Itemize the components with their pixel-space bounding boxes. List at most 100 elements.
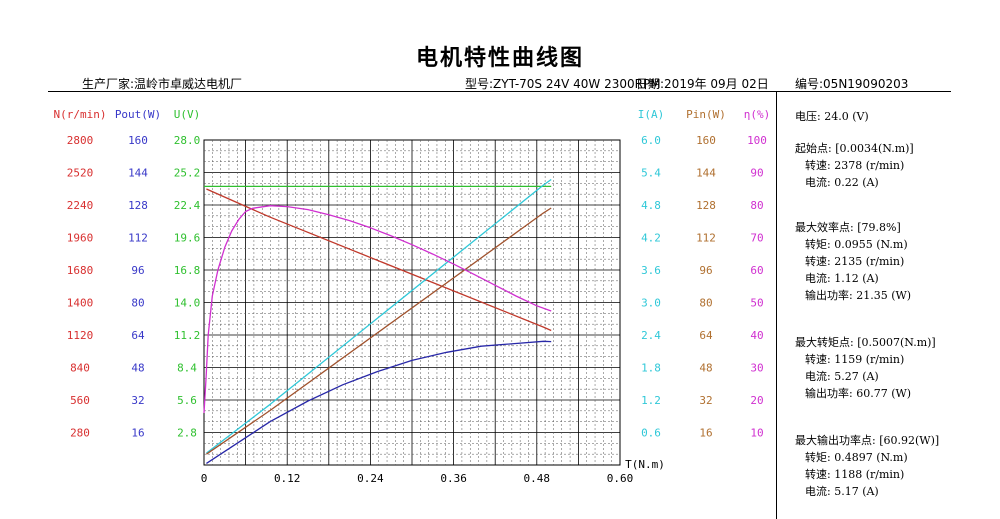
series-line-η [203, 205, 552, 414]
left-axis-tick-label: 2240 [67, 199, 94, 212]
right-axis-tick-label: 1.2 [641, 394, 661, 407]
left-axis-tick-label: 2.8 [177, 427, 197, 440]
left-axis-tick-label: 64 [131, 329, 145, 342]
max-efficiency-torque: 转矩: 0.0955 (N.m) [805, 238, 908, 251]
characteristic-chart: N(r/min)28002520224019601680140011208405… [54, 108, 771, 485]
right-axis-tick-label: 2.4 [641, 329, 661, 342]
left-axis-title: N(r/min) [54, 108, 107, 121]
right-axis-tick-label: 80 [750, 199, 763, 212]
right-axis-tick-label: 112 [696, 232, 716, 245]
right-axis-tick-label: 80 [699, 297, 712, 310]
right-axis-tick-label: 160 [696, 134, 716, 147]
x-axis-tick-label: 0.12 [274, 472, 301, 485]
left-axis-tick-label: 128 [128, 199, 148, 212]
plot-curves [203, 178, 552, 464]
left-axis-tick-label: 96 [131, 264, 144, 277]
x-axis-tick-label: 0.36 [440, 472, 467, 485]
left-axis-tick-label: 2520 [67, 167, 94, 180]
right-axis-tick-label: 3.0 [641, 297, 661, 310]
left-axis-tick-label: 280 [70, 427, 90, 440]
right-axis-tick-label: 50 [750, 297, 763, 310]
x-axis-title: T(N.m) [625, 458, 665, 471]
left-axis-tick-label: 11.2 [174, 329, 201, 342]
right-axis-tick-label: 100 [747, 134, 767, 147]
right-axis-tick-label: 5.4 [641, 167, 661, 180]
right-axis-tick-label: 70 [750, 232, 763, 245]
left-axis-tick-label: 1960 [67, 232, 94, 245]
left-axis-tick-label: 1680 [67, 264, 94, 277]
left-axis-tick-label: 48 [131, 362, 144, 375]
max-efficiency-title: 最大效率点: [79.8%] [795, 221, 901, 234]
left-axis-tick-label: 560 [70, 394, 90, 407]
max-efficiency-current: 电流: 1.12 (A) [805, 272, 879, 285]
left-axis-tick-label: 14.0 [174, 297, 201, 310]
start-point-speed: 转速: 2378 (r/min) [805, 159, 905, 172]
chart-title: 电机特性曲线图 [415, 46, 584, 71]
right-axis-tick-label: 128 [696, 199, 716, 212]
left-axis-tick-label: 840 [70, 362, 90, 375]
start-point-current: 电流: 0.22 (A) [805, 176, 879, 189]
right-axis-tick-label: 30 [750, 362, 763, 375]
left-axis-tick-label: 28.0 [174, 134, 201, 147]
left-axis-tick-label: 112 [128, 232, 148, 245]
x-axis-tick-label: 0.48 [524, 472, 551, 485]
right-axis-tick-label: 6.0 [641, 134, 661, 147]
right-axis-tick-label: 4.8 [641, 199, 661, 212]
series-line-N [206, 188, 552, 332]
right-axis-tick-label: 3.6 [641, 264, 661, 277]
serial-label: 编号:05N19090203 [795, 77, 909, 91]
left-axis-tick-label: 1120 [67, 329, 94, 342]
series-line-Pout [206, 340, 552, 464]
right-axis-tick-label: 144 [696, 167, 716, 180]
right-axis-tick-label: 32 [699, 394, 712, 407]
panel-separator [776, 91, 777, 519]
right-axis-title: I(A) [638, 108, 665, 121]
axis-labels: N(r/min)28002520224019601680140011208405… [54, 108, 771, 485]
left-axis-title: U(V) [174, 108, 201, 121]
max-torque-speed: 转速: 1159 (r/min) [805, 353, 905, 366]
manufacturer-label: 生产厂家:温岭市卓威达电机厂 [82, 77, 243, 91]
right-axis-title: Pin(W) [686, 108, 726, 121]
left-axis-tick-label: 1400 [67, 297, 94, 310]
x-axis-tick-label: 0.24 [357, 472, 384, 485]
left-axis-tick-label: 5.6 [177, 394, 197, 407]
right-axis-tick-label: 16 [699, 427, 712, 440]
left-axis-tick-label: 16.8 [174, 264, 201, 277]
max-torque-title: 最大转矩点: [0.5007(N.m)] [795, 336, 936, 349]
max-power-current: 电流: 5.17 (A) [805, 485, 879, 498]
max-power-torque: 转矩: 0.4897 (N.m) [805, 451, 908, 464]
x-axis-tick-label: 0 [201, 472, 208, 485]
left-axis-tick-label: 22.4 [174, 199, 201, 212]
series-line-Pin [206, 207, 552, 455]
max-torque-current: 电流: 5.27 (A) [805, 370, 879, 383]
right-axis-tick-label: 60 [750, 264, 763, 277]
right-axis-tick-label: 48 [699, 362, 712, 375]
left-axis-tick-label: 2800 [67, 134, 94, 147]
right-axis-tick-label: 96 [699, 264, 712, 277]
right-axis-title: η(%) [744, 108, 771, 121]
right-axis-tick-label: 4.2 [641, 232, 661, 245]
right-axis-tick-label: 40 [750, 329, 763, 342]
left-axis-tick-label: 25.2 [174, 167, 201, 180]
start-point-title: 起始点: [0.0034(N.m)] [795, 142, 914, 155]
voltage-readout: 电压: 24.0 (V) [795, 110, 869, 123]
right-axis-tick-label: 20 [750, 394, 763, 407]
left-axis-tick-label: 16 [131, 427, 144, 440]
left-axis-tick-label: 19.6 [174, 232, 201, 245]
right-axis-tick-label: 1.8 [641, 362, 661, 375]
max-torque-power: 输出功率: 60.77 (W) [805, 387, 912, 400]
right-axis-tick-label: 90 [750, 167, 763, 180]
left-axis-tick-label: 80 [131, 297, 144, 310]
header-rule [48, 91, 951, 92]
max-power-speed: 转速: 1188 (r/min) [805, 468, 905, 481]
right-axis-tick-label: 64 [699, 329, 713, 342]
left-axis-tick-label: 144 [128, 167, 148, 180]
series-line-I [206, 178, 552, 454]
left-axis-tick-label: 32 [131, 394, 144, 407]
left-axis-tick-label: 160 [128, 134, 148, 147]
date-label: 日期:2019年 09月 02日 [636, 77, 769, 91]
model-label: 型号:ZYT-70S 24V 40W 2300RPM [465, 77, 661, 91]
max-power-title: 最大输出功率点: [60.92(W)] [795, 434, 940, 447]
plot-grid [203, 139, 621, 466]
max-efficiency-speed: 转速: 2135 (r/min) [805, 255, 905, 268]
